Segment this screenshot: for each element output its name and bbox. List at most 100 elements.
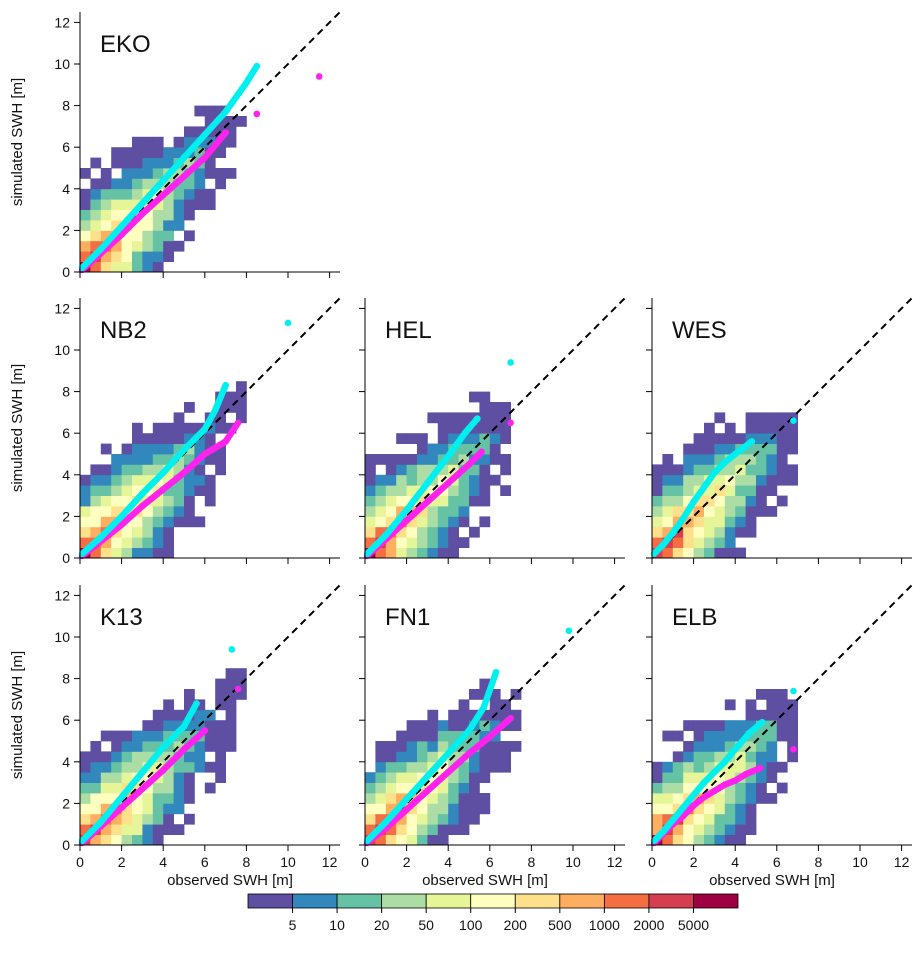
density-cell — [184, 495, 195, 507]
density-cell — [469, 464, 480, 476]
density-cell — [693, 495, 705, 507]
density-cell — [184, 720, 195, 731]
density-cell — [406, 464, 418, 476]
density-cell — [152, 230, 164, 242]
density-cell — [152, 526, 164, 538]
density-cell — [479, 402, 491, 413]
density-cell — [132, 136, 143, 148]
density-cell — [662, 803, 674, 815]
density-cell — [121, 761, 133, 773]
density-cell — [756, 506, 767, 517]
colorbar-label: 2000 — [633, 917, 664, 933]
panel-title: EKO — [100, 31, 151, 58]
density-cell — [652, 474, 663, 486]
density-cell — [479, 516, 491, 528]
density-cell — [766, 443, 778, 455]
density-cell — [652, 761, 663, 773]
density-cell — [173, 516, 185, 528]
density-cell — [111, 188, 122, 200]
quantile-point-cyan — [790, 417, 797, 425]
density-cell — [652, 464, 663, 476]
density-cell — [406, 730, 418, 742]
density-cell — [215, 464, 226, 476]
y-tick-label: 4 — [62, 754, 70, 770]
density-cell — [745, 699, 757, 711]
density-cell — [735, 474, 746, 486]
density-cell — [100, 824, 112, 835]
density-cell — [132, 147, 143, 158]
density-cell — [417, 741, 428, 752]
density-cell — [365, 485, 376, 496]
quantile-point-cyan — [565, 627, 573, 635]
density-cell — [173, 803, 185, 815]
density-cell — [163, 824, 174, 835]
density-cell — [152, 422, 164, 434]
density-cell — [683, 474, 694, 486]
density-cell — [132, 261, 143, 273]
y-tick-label: 0 — [62, 550, 70, 566]
density-cell — [132, 251, 143, 262]
density-cell — [132, 485, 143, 496]
y-tick-label: 0 — [62, 264, 70, 280]
density-cell — [672, 793, 684, 804]
density-cell — [704, 516, 715, 528]
density-cell — [683, 547, 694, 559]
density-cell — [100, 168, 112, 179]
colorbar-swatch — [648, 893, 694, 909]
density-cell — [365, 516, 376, 528]
density-cell — [417, 526, 428, 538]
density-cell — [100, 251, 112, 262]
quantile-point-magenta — [478, 448, 485, 456]
density-cell — [396, 782, 407, 794]
x-tick-label: 8 — [243, 854, 251, 870]
density-cell — [100, 730, 112, 742]
density-cell — [121, 230, 133, 242]
colorbar-swatch — [603, 893, 650, 909]
x-tick-label: 8 — [528, 854, 536, 870]
density-cell — [756, 422, 767, 434]
density-cell — [375, 813, 387, 825]
density-cell — [121, 813, 133, 825]
density-cell — [458, 813, 470, 825]
density-cell — [184, 178, 195, 190]
density-cell — [683, 751, 694, 763]
density-cell — [437, 506, 449, 517]
colorbar-swatch — [381, 893, 427, 909]
density-cell — [458, 793, 470, 804]
density-cell — [121, 454, 133, 465]
x-tick-label: 6 — [201, 854, 209, 870]
density-cell — [756, 741, 767, 752]
density-cell — [100, 261, 112, 273]
density-cell — [693, 547, 705, 559]
density-cell — [662, 506, 674, 517]
density-cell — [132, 537, 143, 548]
density-cell — [90, 474, 102, 486]
density-cell — [100, 495, 112, 507]
y-tick-label: 12 — [54, 300, 70, 316]
density-cell — [683, 772, 694, 783]
density-cell — [173, 188, 185, 200]
density-cell — [163, 526, 174, 538]
density-cell — [756, 495, 767, 507]
quantile-point-cyan — [284, 319, 292, 327]
density-cell — [184, 209, 195, 221]
density-cell — [132, 474, 143, 486]
density-cell — [776, 782, 788, 794]
density-cell — [489, 761, 501, 773]
density-cell — [163, 793, 174, 804]
density-cell — [458, 412, 470, 424]
density-cell — [152, 157, 164, 169]
density-cell — [683, 537, 694, 548]
density-cell — [735, 433, 746, 444]
density-cell — [693, 751, 705, 763]
panel-title: NB2 — [100, 317, 147, 344]
density-cell — [163, 147, 174, 158]
x-tick-label: 6 — [486, 854, 494, 870]
density-cell — [204, 495, 216, 507]
density-cell — [163, 709, 174, 721]
density-cell — [437, 547, 449, 559]
density-cell — [693, 803, 705, 815]
density-cell — [745, 761, 757, 773]
density-cell — [142, 526, 154, 538]
density-cell — [745, 412, 757, 424]
